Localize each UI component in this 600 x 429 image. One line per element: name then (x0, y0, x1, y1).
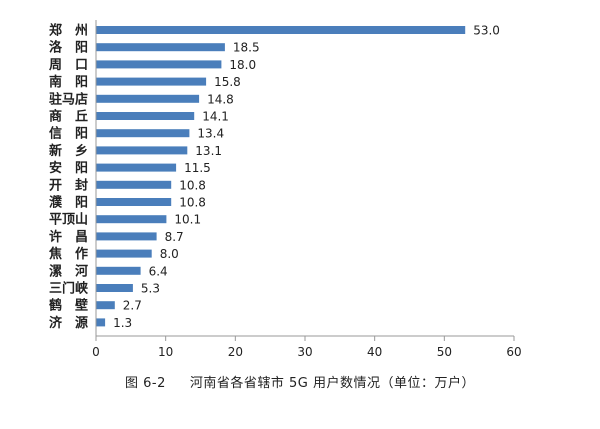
bar (96, 43, 225, 52)
value-label: 10.1 (174, 213, 201, 227)
value-label: 10.8 (179, 178, 206, 192)
bar (96, 301, 115, 310)
value-label: 18.5 (233, 41, 260, 55)
category-label: 洛 阳 (49, 40, 88, 56)
category-label: 郑 州 (49, 23, 88, 39)
bar (96, 318, 106, 327)
category-label: 济 源 (49, 315, 88, 331)
category-label: 驻马店 (49, 91, 88, 107)
bar (96, 77, 207, 86)
category-label: 漯 河 (49, 263, 88, 279)
value-label: 18.0 (229, 58, 256, 72)
value-label: 8.7 (165, 230, 184, 244)
category-label: 焦 作 (48, 246, 88, 262)
bar (96, 215, 167, 224)
chart-caption: 图 6-2 河南省各省辖市 5G 用户数情况（单位：万户） (0, 372, 600, 391)
x-axis: 0 10 20 30 40 50 60 (92, 20, 522, 359)
bar (96, 163, 177, 172)
value-label: 14.8 (207, 92, 234, 106)
caption-text: 河南省各省辖市 5G 用户数情况（单位：万户） (189, 376, 475, 391)
value-label: 5.3 (141, 282, 160, 296)
bar-chart: 郑 州 53.0 洛 阳 18.5 周 口 18.0 南 阳 15.8 驻马店 14.8 商 丘 14… (48, 20, 522, 359)
category-label: 许 昌 (49, 229, 88, 245)
category-label: 鹤 壁 (49, 298, 88, 314)
bar (96, 26, 466, 34)
bar (96, 249, 152, 258)
category-label: 商 丘 (49, 109, 88, 125)
bar (96, 180, 172, 189)
value-label: 8.0 (160, 247, 179, 261)
bar (96, 112, 195, 120)
bar (96, 94, 200, 103)
value-label: 2.7 (123, 299, 142, 313)
bar (96, 284, 133, 292)
figure-number: 图 6-2 (125, 376, 166, 391)
x-tick-label: 40 (367, 345, 382, 359)
category-label: 平顶山 (49, 212, 88, 228)
bars-layer (96, 26, 466, 327)
category-label: 开 封 (49, 177, 88, 193)
value-label: 10.8 (179, 196, 206, 210)
value-label: 1.3 (113, 316, 132, 330)
x-tick-label: 20 (228, 345, 243, 359)
category-label: 三门峡 (49, 281, 89, 297)
category-label: 信 阳 (49, 126, 88, 142)
bar (96, 266, 141, 275)
x-tick-label: 10 (158, 345, 173, 359)
bar (96, 146, 188, 155)
bar (96, 129, 190, 138)
category-label: 安 阳 (49, 160, 88, 176)
value-label: 13.4 (197, 127, 224, 141)
bar (96, 198, 172, 206)
category-label: 濮 阳 (49, 195, 88, 211)
value-label: 53.0 (473, 24, 500, 38)
value-label: 15.8 (214, 75, 241, 89)
x-tick-label: 30 (297, 345, 312, 359)
value-label: 6.4 (149, 264, 168, 278)
value-label: 13.1 (195, 144, 222, 158)
x-tick-label: 60 (506, 345, 521, 359)
x-tick-label: 0 (92, 345, 100, 359)
category-label: 南 阳 (49, 74, 88, 90)
category-label: 周 口 (49, 58, 88, 73)
x-tick-label: 50 (437, 345, 452, 359)
bar (96, 232, 157, 241)
value-label: 14.1 (202, 110, 229, 124)
bar (96, 60, 222, 69)
value-label: 11.5 (184, 161, 211, 175)
labels-layer: 郑 州 53.0 洛 阳 18.5 周 口 18.0 南 阳 15.8 驻马店 14.8 商 丘 14… (48, 23, 500, 331)
category-label: 新 乡 (49, 143, 88, 159)
